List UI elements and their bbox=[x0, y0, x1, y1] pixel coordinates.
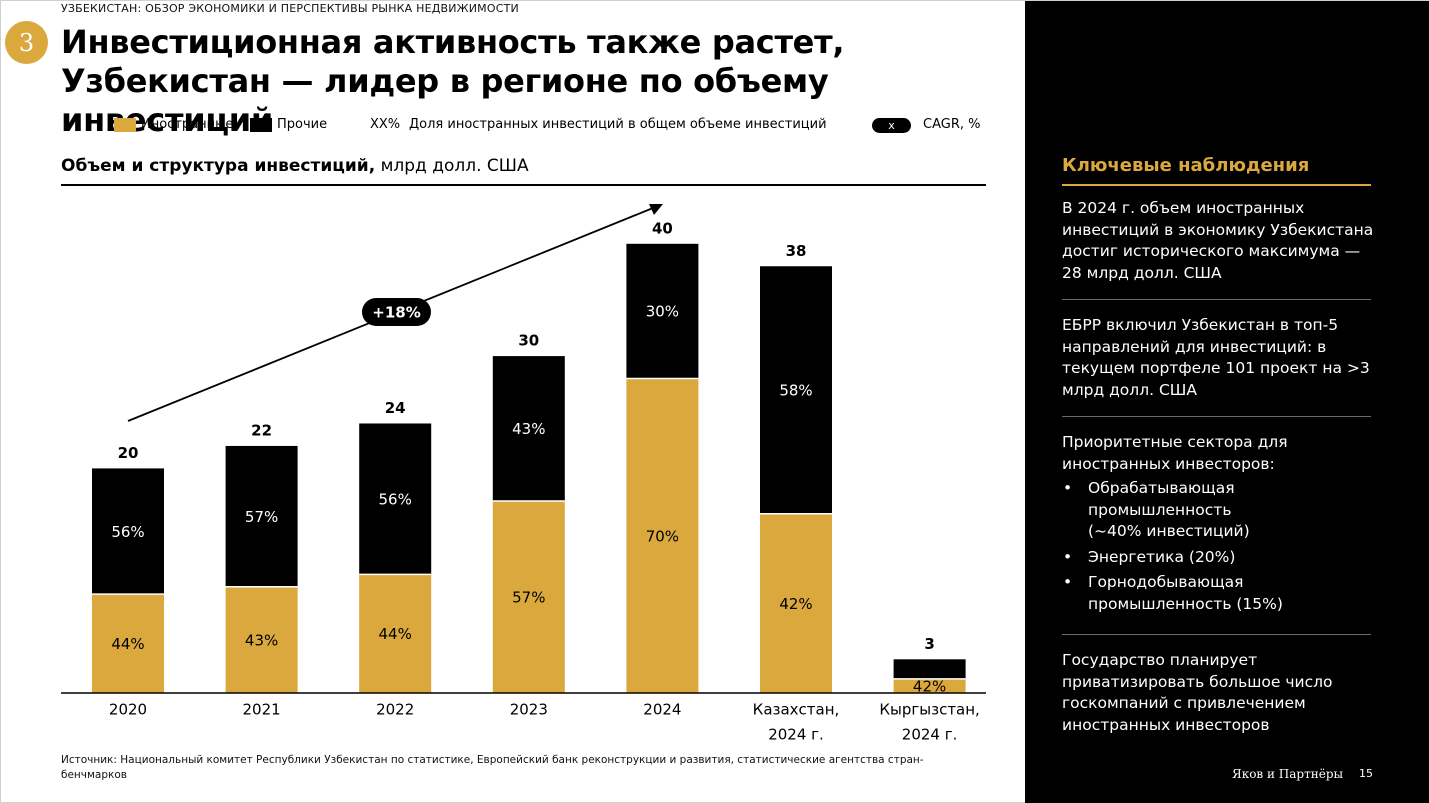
page-number: 15 bbox=[1359, 767, 1373, 780]
legend-other-label: Прочие bbox=[277, 117, 328, 132]
chart-title: Объем и структура инвестиций, млрд долл.… bbox=[61, 156, 529, 176]
source-note: Источник: Национальный комитет Республик… bbox=[61, 754, 924, 781]
bar-total-label: 30 bbox=[518, 332, 539, 350]
bar-other-label: 30% bbox=[646, 303, 679, 321]
bar-foreign-label: 43% bbox=[245, 631, 278, 649]
bar-foreign bbox=[359, 574, 432, 693]
panel-divider bbox=[1062, 416, 1371, 417]
x-tick-label: 2024 г. bbox=[902, 726, 958, 744]
bar-total-label: 22 bbox=[251, 421, 272, 439]
sector-list-item: Обрабатывающая промышленность (~40% инве… bbox=[1062, 478, 1277, 543]
bar-foreign-label: 44% bbox=[379, 625, 412, 643]
bar-other-label: 57% bbox=[245, 508, 278, 526]
chart-title-rule bbox=[61, 184, 986, 186]
observation-3-intro: Приоритетные сектора для иностранных инв… bbox=[1062, 433, 1288, 473]
cagr-arrowhead bbox=[649, 204, 663, 215]
chart-title-main: Объем и структура инвестиций, bbox=[61, 156, 376, 176]
cagr-pill bbox=[362, 298, 431, 326]
bar-total-label: 20 bbox=[118, 444, 139, 462]
bar-other bbox=[760, 266, 832, 514]
bar-other-label: 43% bbox=[512, 420, 545, 438]
legend-cagr-label: CAGR, % bbox=[923, 117, 981, 132]
sector-list-item: Энергетика (20%) bbox=[1062, 547, 1382, 569]
panel-title: Ключевые наблюдения bbox=[1062, 155, 1310, 176]
section-label: УЗБЕКИСТАН: ОБЗОР ЭКОНОМИКИ И ПЕРСПЕКТИВ… bbox=[61, 2, 519, 15]
x-tick-label: 2023 bbox=[510, 701, 548, 719]
bar-foreign-label: 42% bbox=[779, 595, 812, 613]
bar-total-label: 3 bbox=[924, 635, 934, 653]
legend-share-label: Доля иностранных инвестиций в общем объе… bbox=[409, 117, 827, 132]
brand-logo: Яков и Партнёры bbox=[1232, 767, 1344, 781]
bar-foreign bbox=[492, 500, 565, 693]
page-title: Инвестиционная активность также растет, … bbox=[61, 23, 1001, 140]
bar-foreign-label: 42% bbox=[913, 677, 946, 695]
panel-divider bbox=[1062, 634, 1371, 635]
bar-other-label: 56% bbox=[379, 490, 412, 508]
page-title-line-2: Узбекистан — лидер в регионе по объему и… bbox=[61, 62, 829, 139]
panel-divider bbox=[1062, 299, 1371, 300]
bar-other bbox=[492, 356, 565, 501]
page-title-line-1: Инвестиционная активность также растет, bbox=[61, 23, 845, 61]
bar-foreign bbox=[92, 594, 164, 693]
legend-foreign-swatch bbox=[114, 118, 136, 132]
bar-other bbox=[893, 659, 966, 679]
bar-foreign bbox=[893, 678, 966, 693]
bar-other bbox=[92, 468, 164, 595]
panel-title-rule bbox=[1062, 184, 1371, 186]
cagr-label: +18% bbox=[372, 304, 420, 322]
bar-foreign-label: 57% bbox=[512, 588, 545, 606]
key-observations-panel: Ключевые наблюдения В 2024 г. объем инос… bbox=[1025, 1, 1429, 803]
sector-list-item: Горнодобывающая промышленность (15%) bbox=[1062, 572, 1317, 615]
x-tick-label: Казахстан, bbox=[753, 701, 840, 719]
bar-other-label: 58% bbox=[779, 382, 812, 400]
x-tick-label: Кыргызстан, bbox=[879, 701, 979, 719]
observation-1: В 2024 г. объем иностранных инвестиций в… bbox=[1062, 199, 1374, 282]
observation-2: ЕБРР включил Узбекистан в топ-5 направле… bbox=[1062, 316, 1370, 399]
bar-foreign bbox=[626, 378, 699, 693]
bar-other bbox=[225, 445, 298, 587]
x-tick-label: 2024 bbox=[643, 701, 681, 719]
bar-total-label: 38 bbox=[786, 242, 807, 260]
bar-other-label: 56% bbox=[111, 523, 144, 541]
x-tick-label: 2021 bbox=[243, 701, 281, 719]
bar-foreign bbox=[225, 586, 298, 693]
bar-foreign-label: 44% bbox=[111, 635, 144, 653]
legend-other-swatch bbox=[250, 118, 272, 132]
stacked-bar-chart: 44%56%20202043%57%22202144%56%24202257%4… bbox=[61, 204, 986, 744]
observation-3: Приоритетные сектора для иностранных инв… bbox=[1062, 432, 1382, 619]
sector-list: Обрабатывающая промышленность (~40% инве… bbox=[1062, 478, 1382, 615]
legend-share-marker: XX% bbox=[370, 117, 401, 132]
chart-legend: Иностранные Прочие XX% Доля иностранных … bbox=[1, 117, 1011, 135]
legend-cagr-marker: x bbox=[872, 118, 911, 133]
x-tick-label: 2024 г. bbox=[768, 726, 824, 744]
bar-foreign bbox=[760, 513, 832, 693]
x-tick-label: 2022 bbox=[376, 701, 414, 719]
x-tick-label: 2020 bbox=[109, 701, 147, 719]
bar-total-label: 24 bbox=[385, 399, 406, 417]
bar-other bbox=[626, 243, 699, 379]
bar-foreign-label: 70% bbox=[646, 527, 679, 545]
bar-total-label: 40 bbox=[652, 219, 673, 237]
observation-4: Государство планирует приватизировать бо… bbox=[1062, 651, 1333, 734]
legend-foreign-label: Иностранные bbox=[141, 117, 234, 132]
bar-other bbox=[359, 423, 432, 575]
slide-number-badge: 3 bbox=[5, 21, 48, 64]
chart-title-units: млрд долл. США bbox=[380, 156, 529, 176]
